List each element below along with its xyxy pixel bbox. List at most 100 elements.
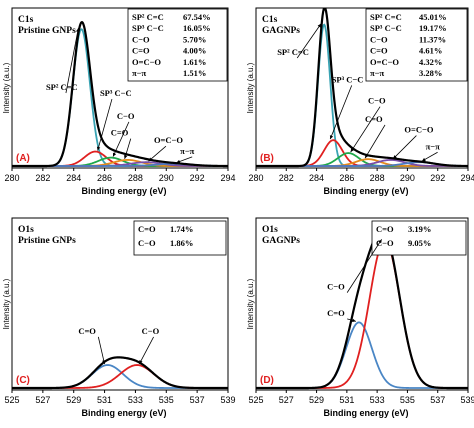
annotation-arrow	[97, 336, 105, 365]
curves	[256, 228, 468, 390]
peak-annotation: SP³ C−C	[100, 88, 132, 98]
x-tick-label: 529	[309, 395, 324, 405]
peak-annotation: SP³ C−C	[332, 74, 364, 84]
legend-table-box	[133, 220, 227, 256]
annotation-arrowhead	[351, 318, 356, 323]
envelope-curve	[256, 8, 468, 168]
x-tick-label: 290	[159, 173, 174, 183]
annotation-arrow	[350, 106, 381, 153]
legend-table-label: C−O	[376, 238, 394, 248]
legend-table-box	[365, 8, 468, 82]
legend-table-box	[127, 8, 228, 82]
annotation-arrow	[392, 135, 417, 160]
x-tick-label: 292	[430, 173, 445, 183]
legend-table-value: 11.37%	[419, 34, 446, 44]
component-curve-c-o	[12, 364, 228, 389]
y-axis-label: Intensity (a.u.)	[2, 278, 11, 329]
x-tick-label: 282	[279, 173, 294, 183]
x-tick-label: 539	[460, 395, 474, 405]
panel-b: 280 282 284 286 288 290 292 294 Binding energy (…	[246, 7, 474, 196]
component-curve-c-o	[256, 239, 468, 389]
legend-table-label: C=O	[132, 46, 150, 56]
x-tick-label: 284	[309, 173, 324, 183]
annotation-arrow	[148, 145, 167, 162]
legend-table-label: C=O	[376, 224, 394, 234]
peak-annotation: π−π	[180, 146, 195, 156]
peak-annotation: C−O	[117, 111, 135, 121]
y-axis-label: Intensity (a.u.)	[246, 62, 255, 113]
x-tick-label: 531	[97, 395, 112, 405]
x-tick-label: 282	[35, 173, 50, 183]
legend-table-label: C=O	[138, 224, 156, 234]
legend-table-value: 4.00%	[183, 46, 206, 56]
annotation-arrow	[65, 28, 79, 94]
panel-c: 525 527 529 531 533 535 537 539 Binding energy (…	[2, 217, 236, 418]
panel-a: 280 282 284 286 288 290 292 294 Binding energy (…	[2, 7, 236, 196]
legend-table-value: 67.54%	[183, 12, 211, 22]
legend-table-label: C−O	[132, 34, 150, 44]
annotation-arrowhead	[378, 239, 382, 244]
legend-table-label: SP² C=C	[370, 12, 402, 22]
legend-table-box	[371, 220, 467, 256]
panel-title-line: GAGNPs	[262, 236, 300, 246]
legend-table-label: SP³ C−C	[370, 23, 402, 33]
x-tick-label: 294	[220, 173, 235, 183]
panel-title-line: Pristine GNPs	[18, 236, 76, 246]
curves	[12, 21, 228, 168]
legend-table-value: 1.86%	[170, 238, 193, 248]
plot-frame	[255, 217, 469, 391]
annotation-arrow	[112, 121, 130, 157]
peak-annotation: C=O	[78, 326, 96, 336]
legend-table-label: SP³ C−C	[132, 23, 164, 33]
annotation-arrowhead	[350, 148, 355, 153]
x-axis-label: Binding energy (eV)	[323, 408, 408, 418]
panel-title-line: GAGNPs	[262, 26, 300, 36]
panel-title-line: Pristine GNPs	[18, 26, 76, 36]
peak-annotation: C=O	[327, 308, 345, 318]
x-tick-label: 533	[128, 395, 143, 405]
panel-d: 525 527 529 531 533 535 537 539 Binding energy (…	[246, 217, 474, 418]
annotation-arrow	[346, 239, 383, 293]
legend-table-value: 3.19%	[408, 224, 431, 234]
panel-title-line: O1s	[18, 225, 34, 235]
legend-table-value: 1.51%	[183, 68, 206, 78]
x-tick-label: 539	[220, 395, 235, 405]
curves	[256, 8, 468, 168]
peak-annotation: C=O	[111, 128, 129, 138]
curves	[12, 356, 228, 390]
x-tick-label: 286	[97, 173, 112, 183]
x-tick-label: 290	[400, 173, 415, 183]
x-tick-label: 292	[190, 173, 205, 183]
panel-label: (D)	[260, 375, 274, 386]
x-tick-label: 525	[248, 395, 263, 405]
panel-title-line: C1s	[18, 15, 34, 25]
x-tick-label: 535	[400, 395, 415, 405]
annotation-arrowhead	[329, 135, 334, 140]
peak-annotation: SP² C=C	[46, 82, 78, 92]
component-curve-c-o	[12, 364, 228, 389]
plot-frame	[255, 7, 469, 169]
legend-table-value: 45.01%	[419, 12, 447, 22]
legend-table-value: 1.61%	[183, 57, 206, 67]
legend-table-value: 1.74%	[170, 224, 193, 234]
envelope-curve	[12, 356, 228, 390]
x-axis-label: Binding energy (eV)	[81, 408, 166, 418]
legend-table-label: SP² C=C	[132, 12, 164, 22]
x-axis-label: Binding energy (eV)	[81, 186, 166, 196]
legend-table-label: C=O	[370, 46, 388, 56]
legend-table-value: 4.61%	[419, 46, 442, 56]
annotation-arrow	[296, 23, 322, 59]
annotation-arrowhead	[102, 360, 106, 365]
annotation-arrowhead	[176, 159, 181, 164]
annotation-arrow	[364, 124, 386, 159]
legend-table-label: O=C−O	[370, 57, 399, 67]
x-tick-label: 525	[4, 395, 19, 405]
x-tick-label: 531	[339, 395, 354, 405]
x-tick-label: 537	[430, 395, 445, 405]
panel-title-line: O1s	[262, 225, 278, 235]
annotation-arrowhead	[124, 154, 128, 159]
peak-annotation: SP² C=C	[277, 47, 309, 57]
peak-annotation: C−O	[327, 282, 345, 292]
x-tick-label: 527	[279, 395, 294, 405]
x-tick-label: 284	[66, 173, 81, 183]
